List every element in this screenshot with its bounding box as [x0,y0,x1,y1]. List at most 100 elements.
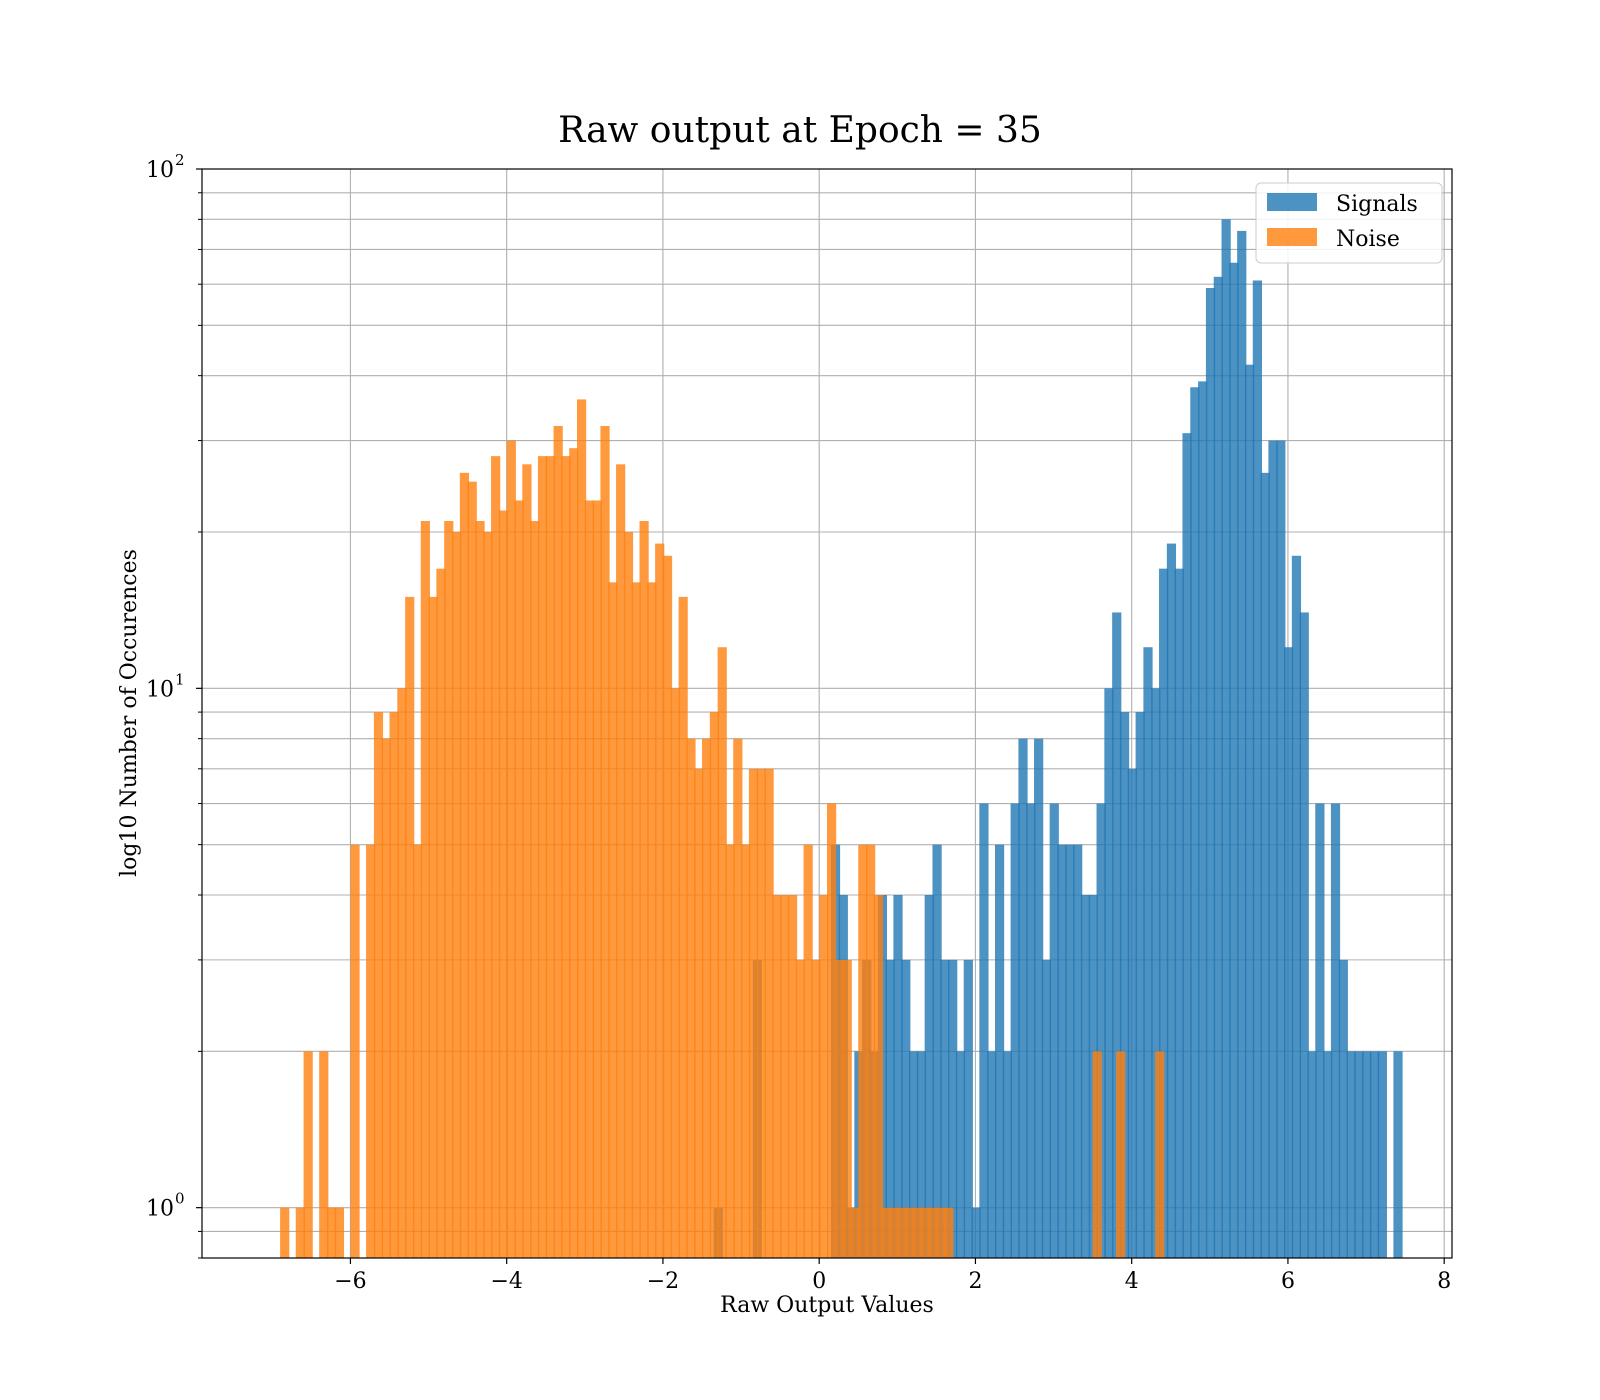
histogram-bar [795,959,805,1258]
histogram-bar [932,844,942,1258]
histogram-bar [436,568,446,1258]
histogram-bar [1362,1051,1372,1258]
histogram-bar [303,1051,313,1258]
histogram-bar [678,596,688,1258]
histogram-bar [1174,568,1184,1258]
histogram-bar [1034,738,1044,1258]
histogram-bar [584,500,595,1259]
histogram-bar [1116,1051,1126,1258]
histogram-bar [741,844,751,1258]
histogram-bar [955,1051,966,1258]
histogram-bar [764,768,774,1258]
histogram-bars [280,219,1403,1259]
histogram-bar [397,688,407,1258]
y-tick-label: 10 [146,677,174,702]
histogram-bar [1369,1051,1380,1258]
histogram-bar [1092,1051,1102,1258]
histogram-bar [553,425,563,1258]
histogram-bar [1041,959,1052,1258]
histogram-bar [936,1207,946,1258]
histogram-bar [772,895,782,1258]
y-axis-label: log10 Number of Occurences [117,549,142,877]
histogram-bar [452,532,462,1258]
histogram-bar [827,803,837,1258]
x-tick-label: 0 [812,1269,826,1294]
histogram-bar [1377,1051,1387,1258]
histogram-bar [834,959,845,1258]
histogram-bar [842,959,852,1258]
histogram-bar [748,768,759,1258]
histogram-bar [655,543,665,1258]
histogram-bar [647,582,657,1258]
histogram-bar [709,712,720,1258]
histogram-bar [924,895,934,1258]
histogram-bar [366,844,376,1258]
histogram-bar [920,1207,930,1258]
histogram-bar [389,712,399,1258]
legend: Signals Noise [1255,182,1443,264]
histogram-bar [1323,1051,1333,1258]
histogram-bar [686,738,696,1258]
histogram-bar [987,1051,997,1258]
histogram-bar [631,582,641,1258]
histogram-bar [1080,895,1091,1258]
histogram-bar [295,1207,305,1258]
histogram-bar [803,844,813,1258]
histogram-bar [928,1207,938,1258]
histogram-bar [1229,262,1239,1258]
histogram-bar [1065,844,1075,1258]
histogram-bar [1002,1051,1012,1258]
chart-title: Raw output at Epoch = 35 [558,110,1042,151]
histogram-bar [1026,803,1036,1258]
histogram-bar [1198,381,1208,1258]
histogram-bar [901,959,911,1258]
x-axis-ticks: −6 −4 −2 0 2 4 6 8 [334,1258,1451,1294]
histogram-bar [694,768,704,1258]
histogram-bar [1073,844,1083,1258]
histogram-bar [1049,803,1059,1258]
histogram-bar [787,895,798,1258]
histogram-bar [916,1051,927,1258]
histogram-bar [1252,280,1262,1259]
histogram-bar [616,464,626,1258]
histogram-bar [963,959,973,1258]
histogram-bar [733,738,743,1258]
histogram-bar [1244,364,1255,1259]
histogram-bar [483,532,493,1258]
histogram-bar [780,895,790,1258]
histogram-bar [1291,555,1302,1258]
histogram-bar [1096,803,1106,1258]
histogram-bar [811,959,821,1258]
histogram-bar [873,895,884,1258]
x-tick-label: −6 [334,1269,366,1294]
histogram-bar [948,959,958,1258]
x-axis-label: Raw Output Values [720,1293,934,1318]
histogram-bar [909,1051,919,1258]
histogram-bar [1057,844,1067,1258]
histogram-bar [623,532,634,1258]
histogram-bar [334,1207,345,1258]
histogram-bar [459,472,470,1258]
histogram-bar [1135,712,1145,1258]
histogram-bar [1393,1051,1403,1258]
histogram-bar [1205,288,1216,1258]
plot-frame [201,168,1453,1259]
histogram-bar [420,520,430,1258]
histogram-bar [897,1207,907,1258]
histogram-bar [491,456,501,1259]
histogram-bar [819,895,829,1258]
histogram-bar [756,768,766,1258]
histogram-bar [893,895,903,1258]
series-noise [280,399,1165,1259]
histogram-bar [1018,738,1028,1258]
histogram-bar [467,481,477,1259]
legend-label-signals: Signals [1336,192,1418,217]
histogram-bar [1119,712,1130,1258]
histogram-bar [600,425,610,1258]
histogram-bar [530,520,540,1258]
histogram-bar [1127,768,1137,1258]
histogram-bar [1276,440,1286,1258]
histogram-bar [971,1207,981,1258]
histogram-bar [1143,647,1153,1258]
histogram-bar [1166,543,1177,1258]
